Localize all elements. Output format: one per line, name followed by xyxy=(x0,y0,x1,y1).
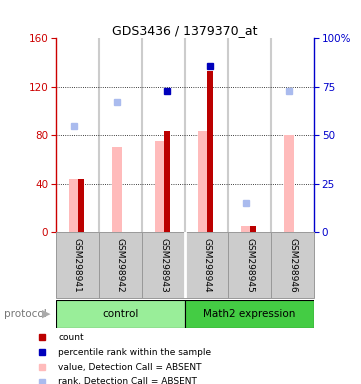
Text: Math2 expression: Math2 expression xyxy=(203,309,296,319)
Text: count: count xyxy=(58,333,84,342)
Bar xyxy=(185,232,228,298)
Text: GSM298944: GSM298944 xyxy=(202,238,211,292)
Bar xyxy=(198,131,208,232)
Text: protocol: protocol xyxy=(4,309,46,319)
Bar xyxy=(56,300,185,328)
Bar xyxy=(56,232,99,298)
Text: ▶: ▶ xyxy=(42,309,50,319)
Bar xyxy=(155,141,165,232)
Bar xyxy=(99,232,142,298)
Text: GSM298945: GSM298945 xyxy=(245,238,254,292)
Text: GSM298941: GSM298941 xyxy=(73,238,82,292)
Text: control: control xyxy=(102,309,139,319)
Text: GSM298946: GSM298946 xyxy=(288,238,297,292)
Text: percentile rank within the sample: percentile rank within the sample xyxy=(58,348,211,357)
Bar xyxy=(142,232,185,298)
Text: GSM298942: GSM298942 xyxy=(116,238,125,292)
Text: GSM298943: GSM298943 xyxy=(159,238,168,292)
Bar xyxy=(284,136,294,232)
Bar xyxy=(164,131,170,232)
Bar xyxy=(185,300,314,328)
Bar xyxy=(78,179,84,232)
Bar xyxy=(112,147,122,232)
Bar xyxy=(69,179,79,232)
Text: rank, Detection Call = ABSENT: rank, Detection Call = ABSENT xyxy=(58,377,197,384)
Bar xyxy=(242,226,251,232)
Text: value, Detection Call = ABSENT: value, Detection Call = ABSENT xyxy=(58,362,202,372)
Bar xyxy=(250,226,256,232)
Bar xyxy=(271,232,314,298)
Title: GDS3436 / 1379370_at: GDS3436 / 1379370_at xyxy=(112,24,258,37)
Bar xyxy=(207,71,213,232)
Bar xyxy=(228,232,271,298)
